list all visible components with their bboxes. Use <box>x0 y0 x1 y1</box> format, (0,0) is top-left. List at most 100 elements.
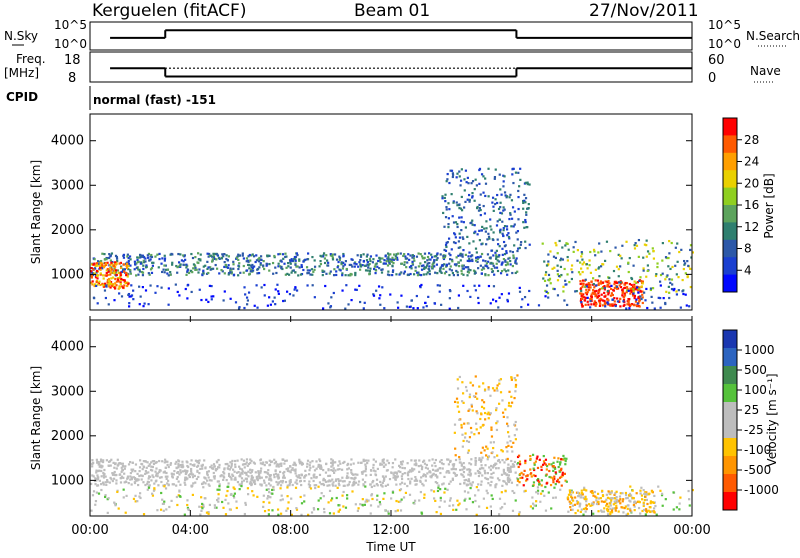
velocity-echo-cell <box>413 499 417 502</box>
velocity-echo-cell <box>98 469 101 472</box>
power-echo-cell <box>620 257 623 260</box>
power-echo-cell <box>462 249 465 252</box>
velocity-echo-cell <box>110 458 113 461</box>
velocity-echo-cell <box>647 493 650 496</box>
velocity-echo-cell <box>154 470 157 473</box>
velocity-echo-cell <box>516 478 520 481</box>
power-echo-cell <box>506 273 509 276</box>
power-echo-cell <box>105 272 108 275</box>
velocity-echo-cell <box>274 460 278 463</box>
power-echo-cell <box>473 270 477 273</box>
power-echo-cell <box>592 283 595 286</box>
power-echo-cell <box>460 220 463 223</box>
velocity-echo-cell <box>489 505 492 508</box>
velocity-echo-cell <box>415 483 418 486</box>
velocity-echo-cell <box>511 401 514 404</box>
velocity-echo-cell <box>571 499 575 502</box>
velocity-echo-cell <box>640 494 644 497</box>
power-echo-cell <box>636 286 639 289</box>
velocity-echo-cell <box>474 499 477 503</box>
velocity-echo-cell <box>501 399 504 402</box>
power-echo-cell <box>489 302 492 305</box>
power-echo-cell <box>445 180 448 183</box>
velocity-echo-cell <box>403 467 406 470</box>
velocity-echo-cell <box>361 503 364 507</box>
power-echo-cell <box>677 289 680 292</box>
velocity-echo-cell <box>164 475 167 478</box>
velocity-echo-cell <box>581 492 584 495</box>
velocity-echo-cell <box>274 469 277 472</box>
power-echo-cell <box>581 282 584 285</box>
power-echo-cell <box>377 259 380 263</box>
power-echo-cell <box>138 270 142 273</box>
power-echo-cell <box>149 255 152 258</box>
velocity-echo-cell <box>514 390 517 393</box>
power-echo-cell <box>237 274 240 277</box>
power-echo-cell <box>580 251 583 254</box>
velocity-echo-cell <box>485 445 488 448</box>
power-echo-cell <box>103 289 107 292</box>
velocity-echo-cell <box>616 500 620 503</box>
power-colorbar-swatch <box>723 135 737 154</box>
velocity-echo-cell <box>530 475 533 478</box>
velocity-echo-cell <box>538 482 541 486</box>
velocity-echo-cell <box>401 472 404 476</box>
power-echo-cell <box>377 285 381 288</box>
velocity-echo-cell <box>654 504 657 508</box>
power-echo-cell <box>661 241 664 245</box>
velocity-echo-cell <box>467 449 470 452</box>
velocity-echo-cell <box>267 495 270 498</box>
velocity-echo-cell <box>283 462 286 465</box>
velocity-echo-cell <box>139 474 142 477</box>
velocity-echo-cell <box>463 436 467 439</box>
power-echo-cell <box>276 283 279 286</box>
velocity-echo-cell <box>306 459 310 462</box>
power-echo-cell <box>342 265 345 268</box>
velocity-echo-cell <box>650 490 654 493</box>
velocity-echo-cell <box>233 487 236 491</box>
power-echo-cell <box>338 258 341 261</box>
power-echo-cell <box>223 260 226 264</box>
power-echo-cell <box>506 263 509 266</box>
power-echo-cell <box>273 296 276 299</box>
velocity-echo-cell <box>163 500 166 503</box>
velocity-echo-cell <box>155 474 158 477</box>
velocity-echo-cell <box>456 405 459 408</box>
velocity-echo-cell <box>620 506 623 509</box>
power-echo-cell <box>151 261 154 264</box>
power-echo-cell <box>420 264 423 268</box>
velocity-echo-cell <box>339 479 342 482</box>
power-echo-cell <box>476 257 479 261</box>
velocity-echo-cell <box>431 464 434 467</box>
velocity-echo-cell <box>374 473 377 476</box>
power-echo-cell <box>568 281 571 284</box>
power-echo-cell <box>202 269 205 272</box>
velocity-echo-cell <box>279 487 282 490</box>
power-echo-cell <box>567 248 570 251</box>
velocity-echo-cell <box>267 513 270 516</box>
velocity-echo-cell <box>390 471 393 474</box>
velocity-echo-cell <box>612 497 615 500</box>
power-echo-cell <box>479 208 482 212</box>
velocity-echo-cell <box>469 486 472 490</box>
velocity-echo-cell <box>553 456 556 459</box>
velocity-echo-cell <box>551 477 555 480</box>
velocity-echo-cell <box>433 461 436 465</box>
velocity-echo-cell <box>632 503 635 507</box>
power-echo-cell <box>383 262 386 265</box>
power-echo-cell <box>425 273 428 276</box>
power-echo-cell <box>391 264 394 267</box>
power-echo-cell <box>457 254 460 257</box>
power-echo-cell <box>645 239 648 242</box>
velocity-echo-cell <box>637 500 640 503</box>
velocity-echo-cell <box>262 494 265 497</box>
power-echo-cell <box>450 269 453 272</box>
velocity-echo-cell <box>376 494 379 497</box>
power-echo-cell <box>468 251 471 254</box>
power-echo-cell <box>590 297 593 301</box>
velocity-echo-cell <box>607 505 610 508</box>
velocity-echo-cell <box>332 467 335 470</box>
velocity-echo-cell <box>583 488 586 491</box>
power-echo-cell <box>556 269 559 272</box>
velocity-echo-cell <box>218 488 221 491</box>
